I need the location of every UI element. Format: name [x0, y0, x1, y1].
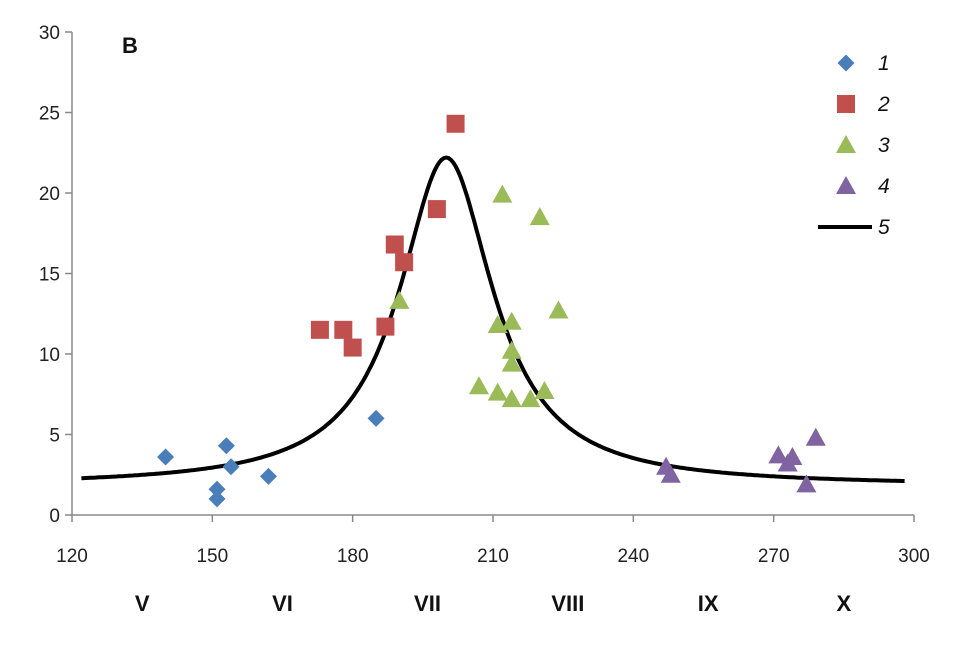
- series-3-point: [534, 381, 555, 400]
- legend-label-1: 1: [878, 52, 890, 75]
- legend-label-2: 2: [877, 93, 890, 116]
- series-4-point: [796, 474, 817, 493]
- series-2-point: [395, 253, 414, 272]
- series-1-point: [259, 467, 277, 485]
- series-3-point: [548, 300, 569, 319]
- month-label: VIII: [551, 591, 584, 616]
- x-tick-label: 270: [758, 546, 790, 567]
- month-label: VI: [272, 591, 293, 616]
- legend-marker-4: [836, 176, 856, 194]
- y-tick-label: 15: [39, 265, 60, 286]
- month-labels: V VI VII VIII IX X: [135, 591, 852, 616]
- series-2-point: [334, 320, 353, 339]
- panel-label: B: [122, 33, 138, 58]
- series-2-point: [310, 320, 329, 339]
- series-5-curve: [81, 155, 905, 483]
- series-3-point: [529, 207, 550, 226]
- y-tick-label: 0: [49, 506, 60, 527]
- legend-marker-2: [837, 95, 855, 113]
- series-2-point: [446, 114, 465, 133]
- legend-label-4: 4: [878, 175, 890, 198]
- series-1-point: [208, 490, 226, 508]
- x-tick-label: 210: [477, 546, 509, 567]
- x-tick-label: 120: [56, 546, 88, 567]
- legend-label-3: 3: [878, 134, 890, 157]
- series-1-point: [217, 437, 235, 455]
- series-2-point: [427, 200, 446, 219]
- x-tick-label: 300: [898, 546, 930, 567]
- legend-marker-3: [836, 135, 856, 153]
- x-tick-label: 150: [196, 546, 228, 567]
- series-3-point: [487, 382, 508, 401]
- month-label: X: [836, 591, 851, 616]
- series-3-point: [501, 353, 522, 372]
- series-3-point: [389, 290, 410, 309]
- y-tick-label: 10: [39, 345, 60, 366]
- series-1-point: [367, 409, 385, 427]
- series-2-point: [343, 338, 362, 357]
- y-tick-label: 20: [39, 184, 60, 205]
- legend-marker-1: [837, 54, 855, 72]
- series-4-point: [782, 447, 803, 466]
- x-axis-ticks: 120 150 180 210 240 270 300: [56, 515, 930, 567]
- series-2-point: [385, 235, 404, 254]
- series-4-point: [768, 445, 789, 464]
- series-3-point: [501, 311, 522, 330]
- series-1-point: [157, 448, 175, 466]
- month-label: IX: [698, 591, 719, 616]
- fit-curve-layer: [81, 155, 905, 483]
- series-1-point: [208, 480, 226, 498]
- month-label: V: [135, 591, 150, 616]
- y-tick-label: 30: [39, 23, 60, 44]
- legend: 1 2 3 4 5: [818, 52, 890, 239]
- y-tick-label: 5: [49, 426, 60, 447]
- x-tick-label: 180: [337, 546, 369, 567]
- series-3-point: [520, 389, 541, 408]
- y-tick-label: 25: [39, 104, 60, 125]
- x-tick-label: 240: [617, 546, 649, 567]
- month-label: VII: [414, 591, 441, 616]
- series-4-point: [805, 427, 826, 446]
- series-2-point: [376, 317, 395, 336]
- series-3-point: [468, 376, 489, 395]
- y-axis-ticks: 0 5 10 15 20 25 30: [39, 23, 72, 527]
- series-3-point: [501, 340, 522, 359]
- series-4-point: [660, 464, 681, 483]
- series-3-point: [501, 389, 522, 408]
- legend-label-5: 5: [878, 216, 890, 239]
- series-1-point: [222, 458, 240, 476]
- series-3-point: [492, 184, 513, 203]
- data-points-layer: [157, 114, 826, 508]
